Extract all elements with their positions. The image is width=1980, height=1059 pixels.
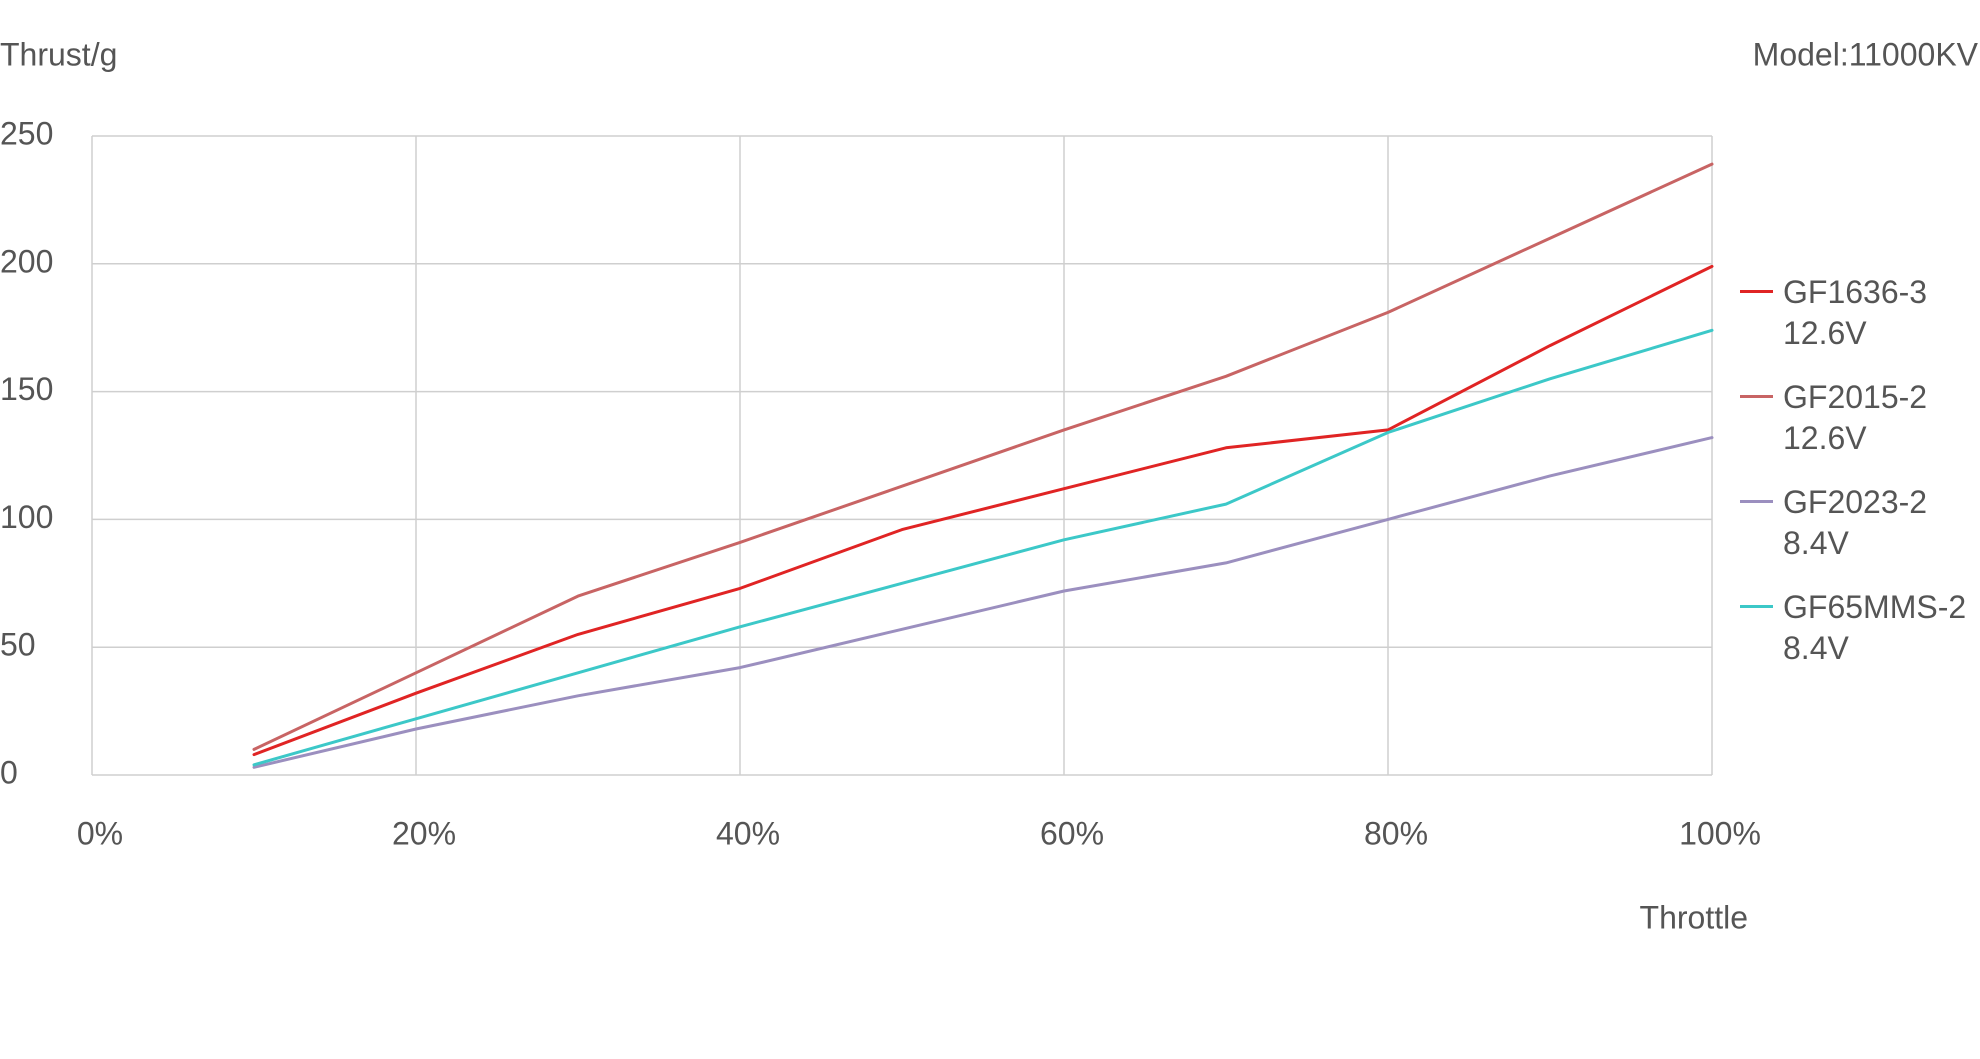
x-tick-label: 100% bbox=[1679, 815, 1761, 851]
y-tick-label: 100 bbox=[0, 499, 53, 535]
x-tick-label: 60% bbox=[1040, 815, 1104, 851]
series-line bbox=[252, 436, 1714, 769]
legend-label: GF2023-2 8.4V bbox=[1783, 484, 1928, 561]
y-tick-label: 150 bbox=[0, 371, 53, 407]
legend-swatch bbox=[1740, 395, 1773, 398]
y-tick-label: 200 bbox=[0, 243, 53, 279]
legend-label: GF2015-2 12.6V bbox=[1783, 379, 1928, 456]
x-tick-label: 20% bbox=[392, 815, 456, 851]
series-line bbox=[252, 328, 1714, 767]
series-line bbox=[252, 264, 1714, 757]
legend-swatch bbox=[1740, 605, 1773, 608]
series-line bbox=[252, 162, 1714, 751]
legend-label: GF65MMS-2 8.4V bbox=[1783, 589, 1967, 666]
legend-item: GF65MMS-2 8.4V bbox=[1740, 587, 1966, 669]
annotation: Model:11000KV bbox=[1753, 36, 1979, 72]
x-tick-label: 40% bbox=[716, 815, 780, 851]
y-axis-label: Thrust/g bbox=[0, 36, 117, 72]
legend-swatch bbox=[1740, 290, 1773, 293]
y-tick-label: 250 bbox=[0, 115, 53, 151]
y-tick-label: 0 bbox=[0, 754, 18, 790]
x-tick-label: 0% bbox=[77, 815, 123, 851]
legend-item: GF2023-2 8.4V bbox=[1740, 482, 1927, 564]
legend-swatch bbox=[1740, 500, 1773, 503]
legend-label: GF1636-3 12.6V bbox=[1783, 274, 1928, 351]
y-tick-label: 50 bbox=[0, 627, 36, 663]
x-tick-label: 80% bbox=[1364, 815, 1428, 851]
legend-item: GF2015-2 12.6V bbox=[1740, 377, 1927, 459]
x-axis-label: Throttle bbox=[1640, 899, 1748, 935]
legend-item: GF1636-3 12.6V bbox=[1740, 272, 1927, 354]
